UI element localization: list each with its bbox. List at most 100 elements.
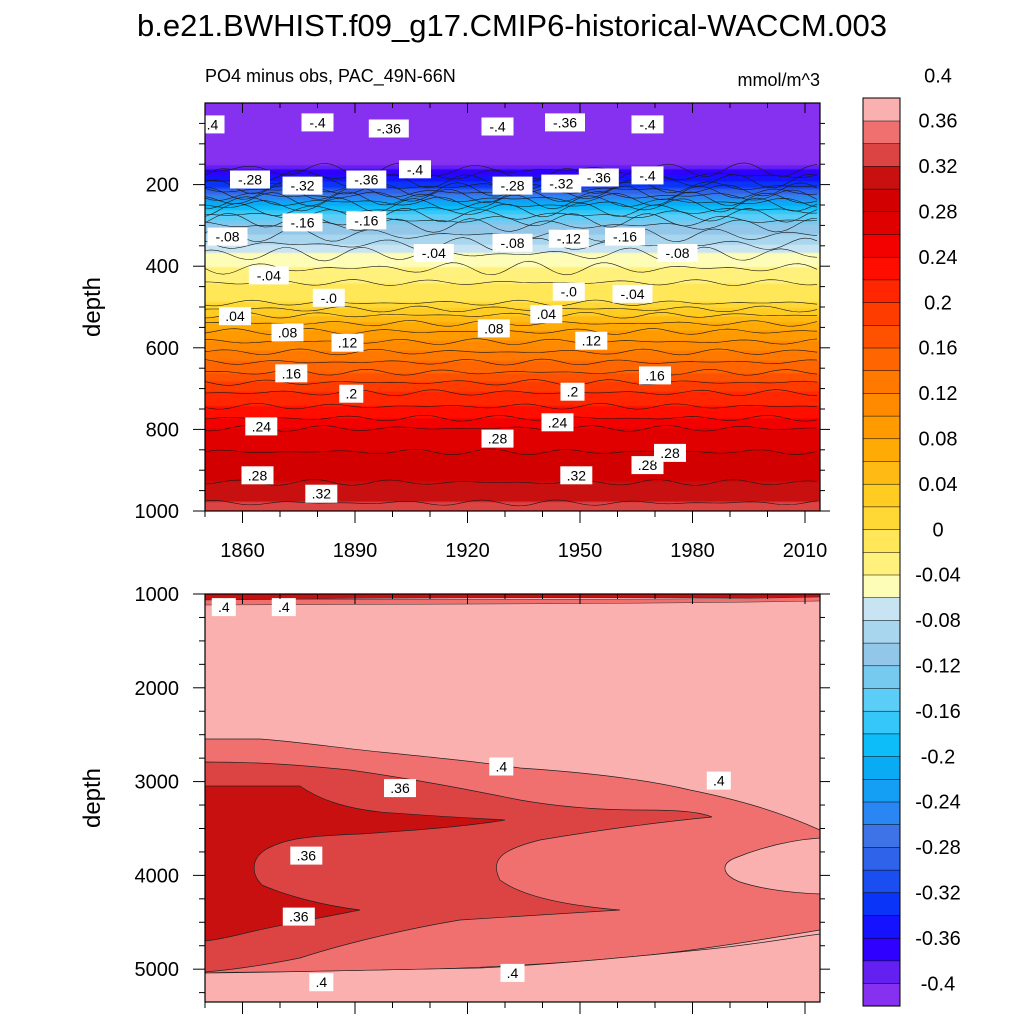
contour-line (205, 305, 818, 313)
contour-label-text: .4 (207, 116, 219, 132)
contour-label-box (384, 779, 416, 798)
contour-label-text: .32 (567, 467, 587, 483)
y-tick-label: 600 (146, 338, 179, 360)
colorbar-segment (862, 211, 901, 235)
contour-label-text: -.32 (549, 176, 573, 192)
contour-label-box (309, 973, 334, 992)
colorbar-segment (862, 347, 901, 371)
colorbar-segment (862, 687, 901, 712)
contour-line (205, 328, 818, 335)
contour-label: .2 (339, 384, 364, 403)
contour-label: -.4 (399, 160, 431, 179)
top-panel-title: PO4 minus obs, PAC_49N-66N (205, 66, 456, 87)
contour-label-box (248, 266, 289, 285)
contour-label-text: -.4 (309, 114, 326, 130)
contour-label: -.28 (230, 170, 270, 189)
contour-label: -.36 (578, 168, 619, 187)
colorbar-tick-label: 0.16 (919, 338, 958, 360)
contour-label-text: -.04 (620, 286, 644, 302)
contour-label-text: .16 (282, 365, 302, 381)
y-tick-label: 2000 (135, 678, 180, 700)
contour-label-box (530, 305, 563, 324)
contour-label: .04 (530, 305, 563, 324)
contour-label-box (560, 466, 593, 485)
contour-line (205, 279, 818, 286)
contour-label-text: -.4 (489, 119, 506, 135)
colorbar-tick-label: -0.4 (921, 973, 955, 995)
contour-label: -.4 (481, 117, 514, 136)
contour-line (205, 389, 817, 396)
colorbar-segment (862, 324, 901, 349)
bottom-axes: 1000 2000 3000 4000 5000 (135, 584, 830, 1014)
contour-label-text: -.16 (290, 214, 314, 230)
colorbar-segment (862, 302, 901, 326)
colorbar-segment (862, 256, 901, 281)
colorbar-tick-label: 0.24 (919, 247, 958, 269)
colorbar-segment (862, 233, 901, 258)
colorbar-segment (862, 370, 901, 394)
contour-label: -.08 (207, 227, 248, 246)
contour-label-text: -.28 (238, 172, 262, 188)
y-tick-label: 1000 (135, 584, 180, 606)
contour-label-box (578, 168, 619, 187)
contour-label-text: .28 (660, 445, 680, 461)
colorbar-segment (862, 710, 901, 735)
contour-label: .4 (500, 963, 525, 982)
contour-line (205, 162, 818, 178)
colorbar-tick-label: 0.32 (919, 156, 958, 178)
contour-label-box (271, 598, 296, 617)
x-tick-label: 1860 (220, 540, 265, 562)
colorbar-tick-label: 0.04 (919, 474, 958, 496)
contour-label: -.04 (248, 266, 289, 285)
contour-label: -.0 (552, 282, 585, 301)
contour-label-text: .16 (645, 367, 665, 383)
contour-label-box (492, 233, 533, 252)
colorbar-segment (862, 756, 901, 780)
contour-label-box (211, 598, 236, 617)
y-tick-label: 3000 (135, 772, 180, 794)
contour-line (205, 246, 818, 262)
x-tick-label: 1980 (670, 540, 715, 562)
contour-label-text: -.4 (639, 116, 656, 132)
contour-label-text: -.4 (639, 167, 656, 183)
contour-line (205, 448, 818, 456)
colorbar-segment (862, 801, 901, 825)
contour-label: -.4 (301, 113, 334, 132)
contour-label: .16 (639, 366, 671, 385)
colorbar-segment (862, 460, 901, 485)
contour-label-text: -.08 (215, 229, 239, 245)
contour-label-text: .08 (278, 325, 298, 341)
contour-line (205, 202, 818, 218)
colorbar-tick-label: 0 (932, 519, 943, 541)
x-tick-label: 1890 (333, 540, 378, 562)
contour-label: .16 (275, 364, 308, 383)
colorbar-segment (862, 733, 901, 757)
contour-line (205, 299, 818, 307)
contour-label-box (639, 366, 671, 385)
contour-label-box (605, 227, 645, 246)
contour-label-box (245, 417, 278, 436)
contour-label: -.4 (631, 166, 664, 185)
contour-label-box (241, 466, 274, 485)
colorbar-segment (862, 846, 901, 871)
contour-label: -.36 (545, 113, 585, 132)
colorbar-segment (862, 143, 901, 167)
top-axes: 1860 1890 1920 1950 1980 2010 200 400 600 800 1000 (135, 103, 830, 562)
x-tick-label: 2010 (783, 540, 828, 562)
colorbar-segment (862, 551, 901, 576)
contour-label-text: .4 (507, 965, 519, 981)
contour-line (205, 168, 818, 183)
colorbar-tick-label: 0.4 (924, 65, 952, 87)
colorbar-segment (862, 279, 901, 303)
top-fill (205, 103, 820, 511)
colorbar-segment (862, 778, 901, 803)
contour-label-box (271, 323, 304, 342)
contour-label-text: -.08 (500, 235, 524, 251)
contour-label-text: .12 (338, 335, 358, 351)
colorbar-tick-label: -0.24 (915, 792, 961, 814)
colorbar-segment (862, 665, 901, 689)
contour-label: .4 (309, 973, 334, 992)
contour-line (205, 479, 818, 486)
colorbar-segment (862, 188, 901, 213)
contour-label: -.16 (346, 211, 387, 230)
